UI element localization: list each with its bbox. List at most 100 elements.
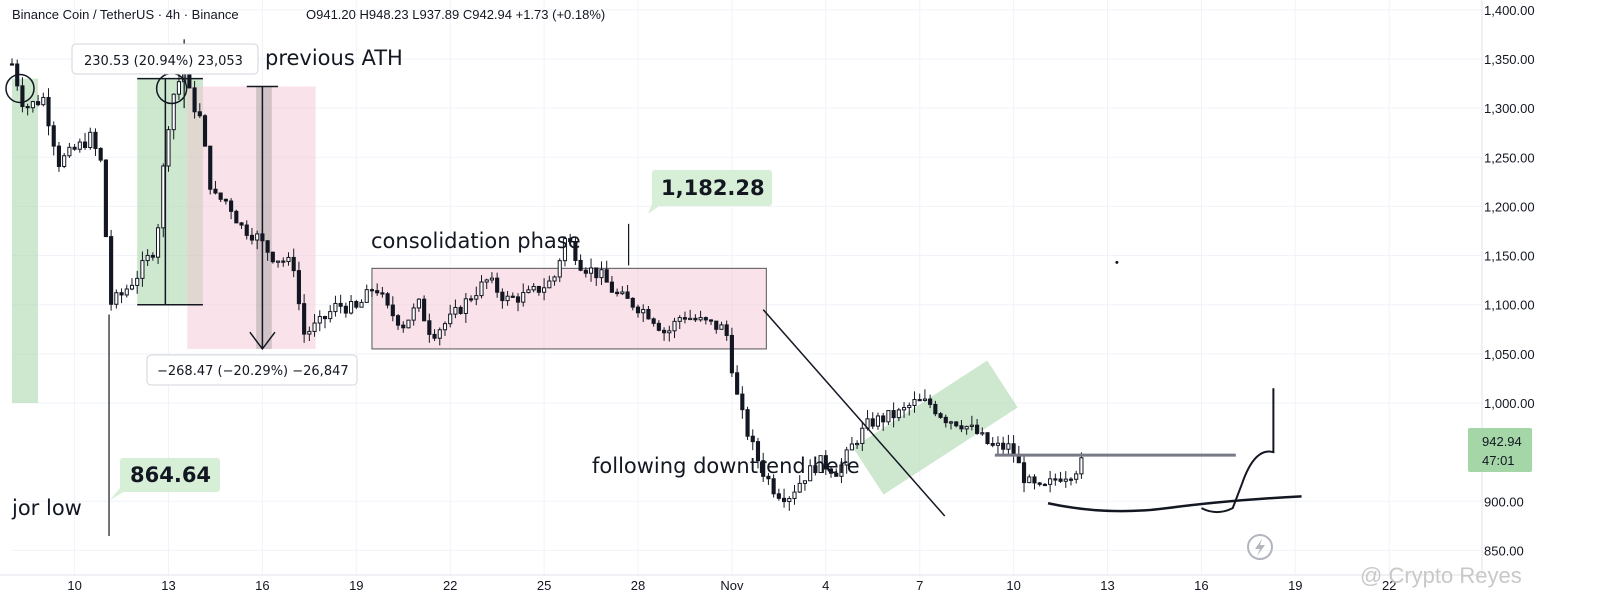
candle [922, 389, 927, 402]
tag-high: 1,182.28 [648, 170, 772, 214]
candle [1027, 474, 1032, 484]
candle [682, 311, 688, 324]
x-tick-label: 19 [349, 578, 363, 593]
candle [270, 251, 275, 264]
candle [1048, 470, 1053, 493]
candle [943, 414, 948, 428]
candle [849, 437, 854, 451]
candle [129, 278, 135, 291]
candle [1063, 471, 1068, 488]
symbol-title: Binance Coin / TetherUS · 4h · Binance [12, 7, 239, 22]
candle [77, 138, 82, 153]
time-axis: 10 13 16 19 22 25 28 Nov 4 7 10 13 16 19 22 [67, 578, 1396, 593]
candle [93, 128, 98, 156]
candle [1042, 483, 1047, 487]
candle [275, 260, 281, 268]
candle [860, 422, 865, 452]
candle [667, 325, 672, 342]
candle [625, 285, 630, 299]
candle [213, 180, 218, 195]
candle [67, 142, 72, 159]
base-curve [1047, 495, 1302, 513]
candle [975, 418, 980, 435]
candle [255, 230, 260, 250]
candle [479, 275, 484, 299]
price-axis: 1,400.00 1,350.00 1,300.00 1,250.00 1,200.00… [1484, 3, 1535, 559]
candle [1079, 452, 1084, 479]
candle [124, 284, 129, 298]
y-tick-label: 1,000.00 [1484, 396, 1535, 411]
candle [761, 452, 766, 482]
high-circle [5, 73, 35, 104]
candle [197, 103, 202, 119]
candle [244, 220, 249, 240]
candle [599, 261, 604, 285]
candle [98, 147, 103, 163]
candle [855, 440, 860, 449]
candle [312, 314, 317, 337]
candle [662, 327, 667, 341]
y-tick-label: 900.00 [1484, 494, 1524, 509]
candle [515, 293, 521, 312]
candle [818, 455, 823, 474]
candle [88, 127, 93, 150]
candle [495, 272, 500, 298]
candle [615, 288, 620, 297]
x-tick-label: 7 [916, 578, 923, 593]
candle [521, 283, 526, 307]
consolidation-label: consolidation phase [371, 229, 581, 253]
candle [9, 58, 15, 66]
candle [568, 233, 573, 243]
consolidation-box [371, 267, 767, 350]
candle [474, 286, 479, 306]
projection-curve [1200, 388, 1275, 514]
candle [51, 121, 56, 156]
candle [813, 463, 818, 476]
svg-text:−268.47 (−20.29%) −26,847: −268.47 (−20.29%) −26,847 [157, 364, 349, 379]
x-tick-label: 10 [1006, 578, 1020, 593]
candle [406, 319, 411, 329]
candle [30, 100, 35, 113]
candle [823, 450, 828, 476]
candle [140, 251, 145, 287]
candle [208, 145, 213, 195]
candle [249, 227, 255, 245]
candle [954, 421, 959, 428]
candle [114, 289, 119, 309]
candle [604, 260, 609, 283]
candle [698, 310, 703, 322]
candle [369, 287, 375, 298]
candle [901, 402, 907, 418]
candle [985, 432, 990, 445]
y-tick-label: 1,350.00 [1484, 52, 1535, 67]
candle [928, 394, 933, 409]
downtrend-line [762, 309, 946, 517]
candle [239, 222, 244, 229]
candle [56, 141, 62, 172]
candle [1032, 474, 1037, 490]
candle [808, 459, 813, 482]
zones [12, 78, 1018, 495]
candle [416, 298, 421, 312]
candle [343, 302, 348, 318]
candle [395, 314, 401, 330]
candle [547, 275, 552, 289]
drawings [5, 72, 1302, 517]
x-tick-label: 13 [1100, 578, 1114, 593]
candle [938, 412, 943, 419]
candle [735, 365, 740, 395]
candle [641, 304, 646, 323]
candle [552, 275, 557, 286]
x-tick-label: 16 [1194, 578, 1208, 593]
replay-lightning-icon[interactable] [1247, 534, 1273, 560]
candle [463, 293, 468, 323]
x-tick-label: Nov [720, 578, 744, 593]
candle [542, 278, 547, 301]
y-tick-label: 1,100.00 [1484, 298, 1535, 313]
candle [839, 458, 844, 484]
candle [500, 288, 505, 309]
candle [401, 321, 406, 333]
candle [510, 292, 515, 298]
candle [150, 252, 155, 261]
candle [594, 267, 599, 286]
